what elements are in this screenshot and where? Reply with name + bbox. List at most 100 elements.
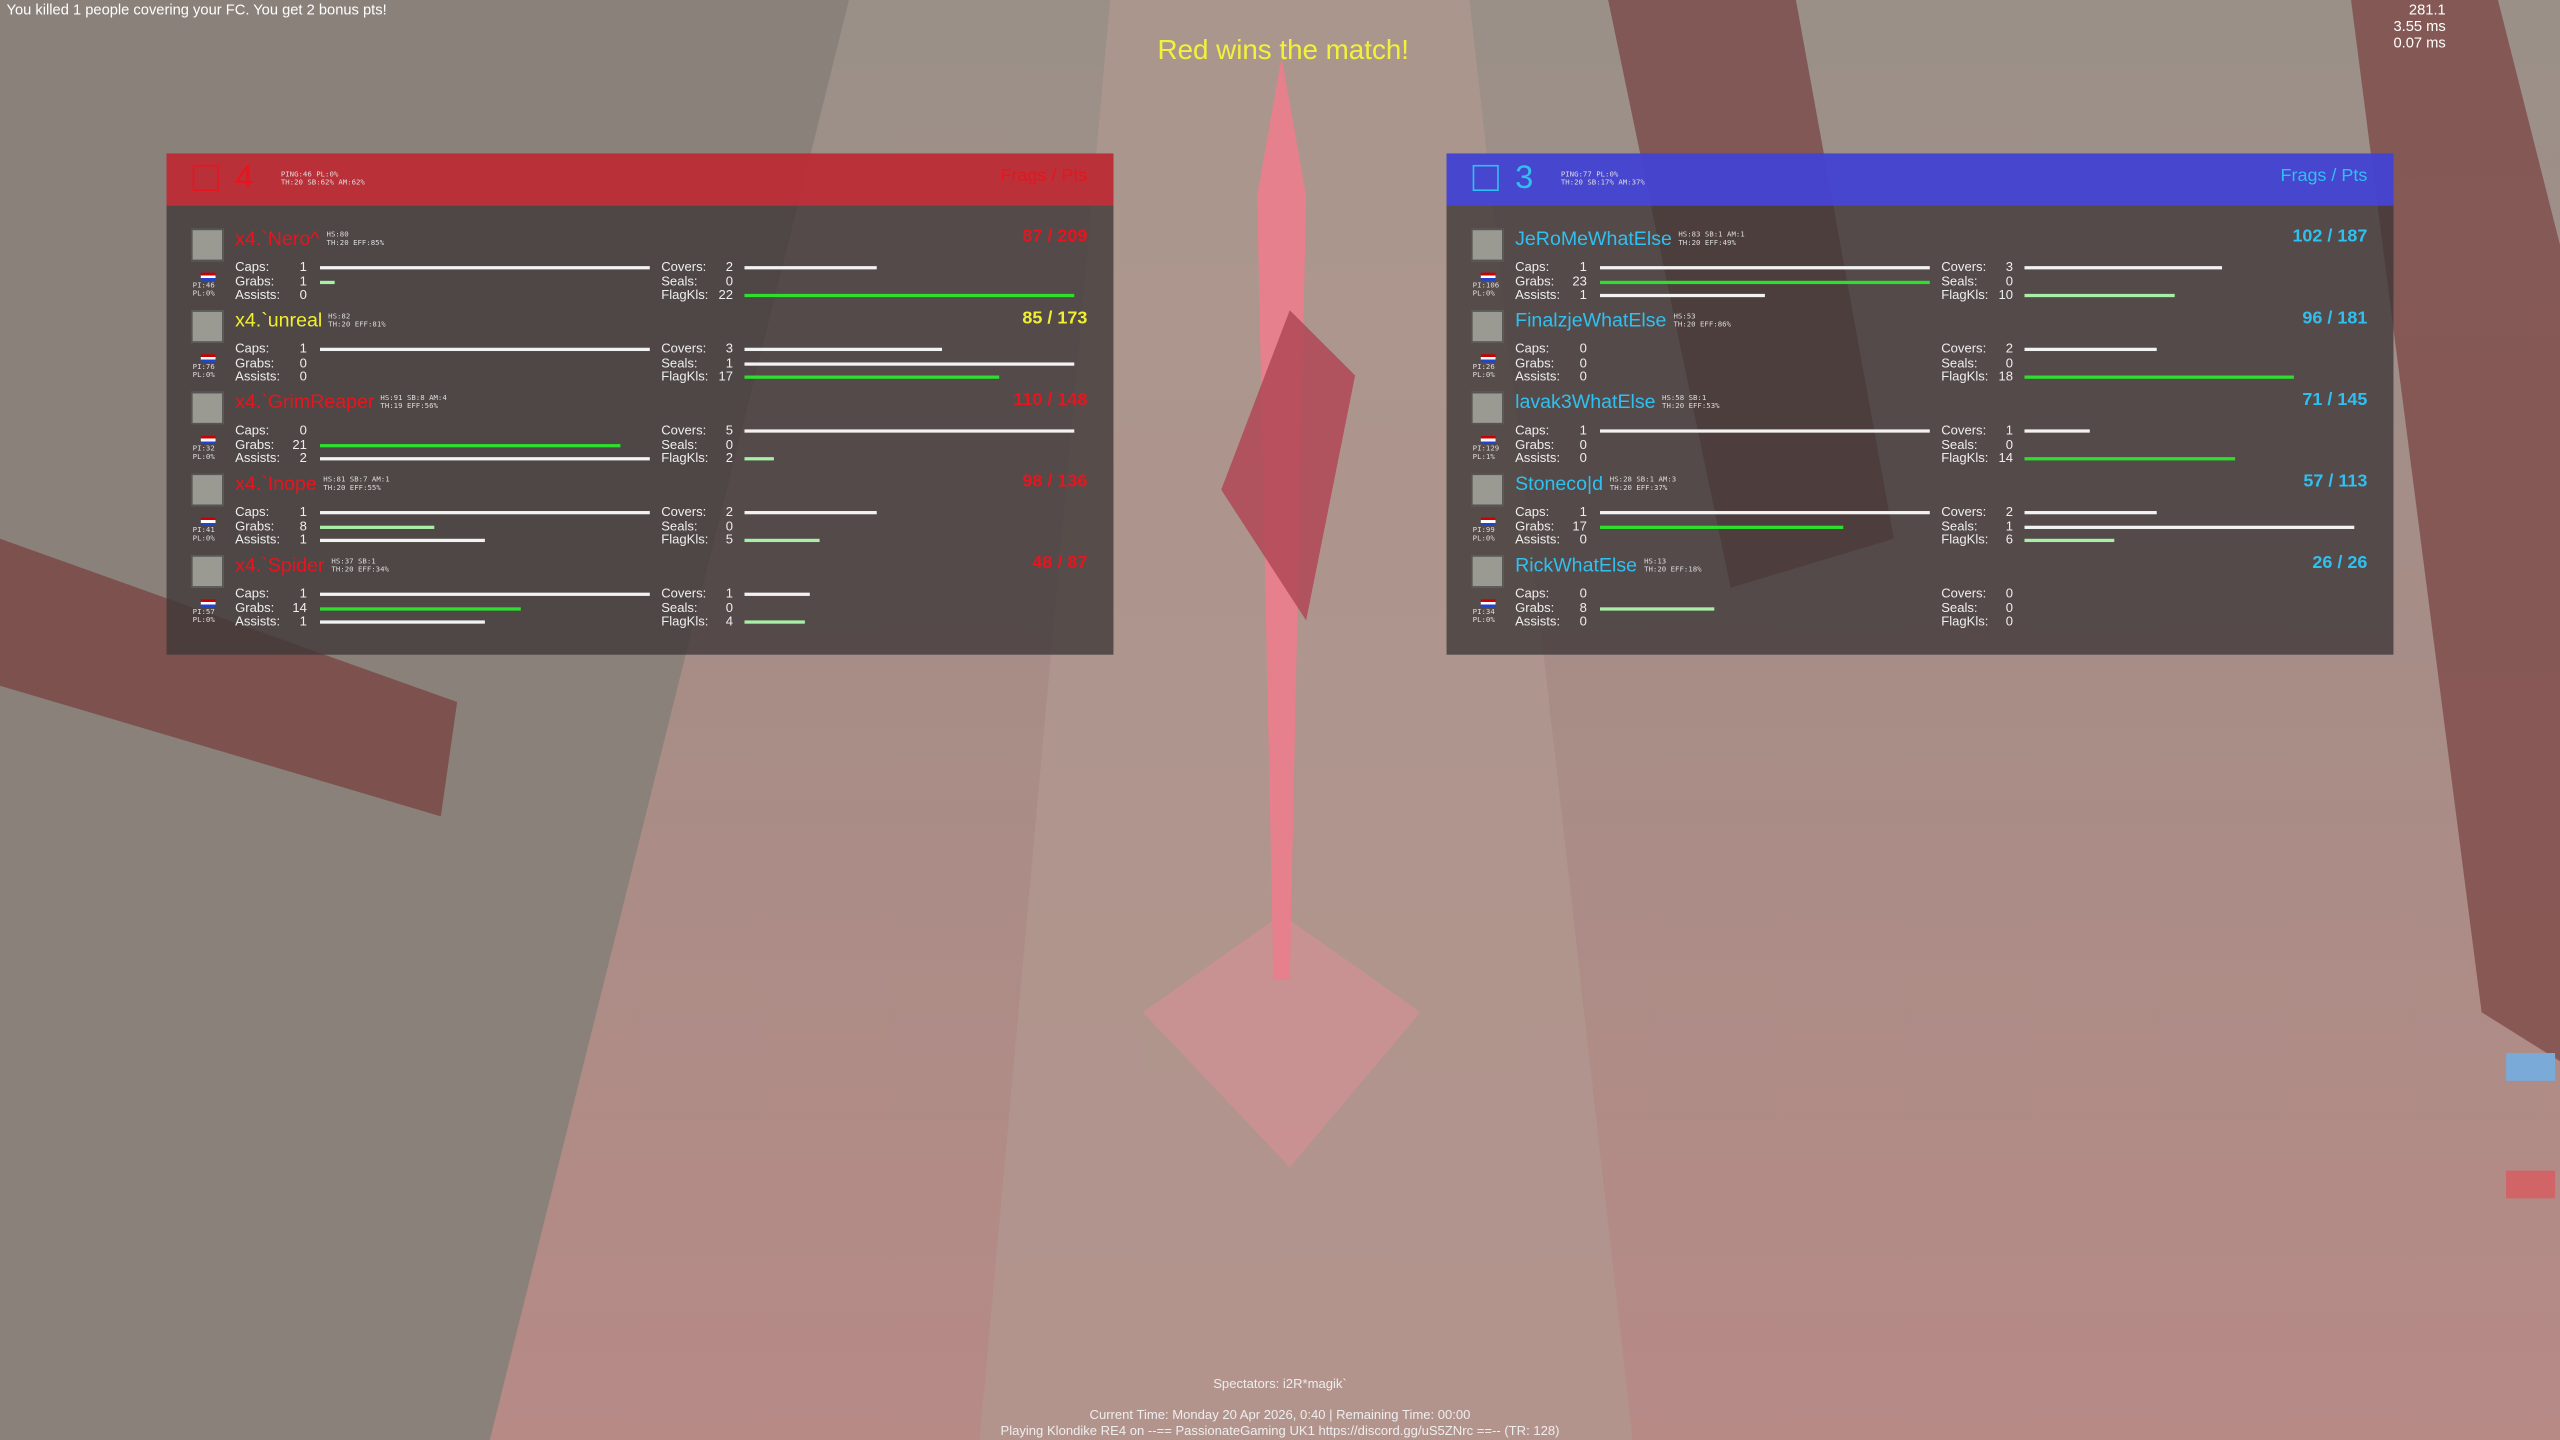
flag — [1480, 354, 1496, 363]
stat-value: 1 — [299, 341, 307, 356]
stat-bar — [2024, 347, 2157, 352]
stat-label: Covers: — [661, 341, 707, 356]
stat-label: Assists: — [1515, 368, 1561, 384]
stat-bar — [1599, 606, 1715, 610]
player-detail: TH:20 EFF:86% — [1673, 321, 1731, 330]
stat-bar — [1599, 293, 1765, 298]
stat-bar — [744, 538, 820, 543]
player-ping: PI:57 — [192, 608, 215, 618]
stat-value: 0 — [2005, 436, 2014, 452]
stat-label: Covers: — [661, 504, 707, 520]
stat-value: 1 — [299, 613, 307, 629]
stat-label: Grabs: — [235, 518, 275, 534]
player-score: 98 / 136 — [1022, 471, 1088, 492]
stat-label: Covers: — [1941, 259, 1987, 275]
stat-value: 1 — [299, 273, 307, 289]
stat-label: Caps: — [235, 341, 270, 356]
stat-bar — [319, 266, 650, 270]
team-header: 4 PING:46 PL:0% TH:20 SB:62% AM:62% Frags /… — [166, 153, 1114, 206]
team-score: 4 — [235, 159, 254, 196]
spectators: Spectators: i2R*magik` — [1213, 1376, 1347, 1392]
stat-bar — [2024, 293, 2175, 298]
stat-value: 2 — [725, 259, 734, 275]
flag — [1480, 272, 1496, 281]
player-detail: TH:19 EFF:56% — [380, 403, 438, 412]
player-loss: PL:0% — [192, 535, 215, 544]
stat-label: Grabs: — [235, 273, 275, 289]
stat-value: 1 — [725, 355, 734, 370]
stat-label: FlagKls: — [661, 532, 709, 547]
player-detail: TH:20 EFF:34% — [331, 566, 389, 575]
stat-label: FlagKls: — [661, 613, 709, 629]
stat-value: 6 — [2005, 532, 2014, 547]
stat-value: 1 — [725, 586, 734, 601]
stat-value: 0 — [1579, 586, 1587, 601]
stat-value: 4 — [725, 613, 734, 629]
player-detail: HS:80 — [326, 231, 349, 240]
stat-value: 23 — [1572, 273, 1587, 289]
player-loss: PL:0% — [1472, 290, 1495, 299]
stat-value: 1 — [299, 586, 307, 601]
stat-label: Grabs: — [1515, 436, 1555, 452]
team-info: PING:46 PL:0% — [280, 171, 339, 180]
player-detail: HS:53 — [1673, 313, 1696, 322]
stat-label: Caps: — [235, 422, 270, 438]
stat-value: 8 — [299, 518, 307, 534]
flag — [1480, 517, 1496, 526]
stat-value: 1 — [2005, 422, 2014, 438]
stat-value: 0 — [725, 273, 734, 289]
stat-value: 0 — [2005, 613, 2014, 629]
stat-value: 0 — [1579, 450, 1587, 466]
stat-bar — [319, 592, 650, 596]
player-name: FinalzjeWhatElse — [1515, 308, 1667, 332]
stat-label: Seals: — [661, 518, 698, 534]
player-loss: PL:0% — [192, 372, 215, 381]
stat-bar — [2024, 524, 2355, 529]
stat-label: Caps: — [1515, 259, 1550, 275]
stat-label: Covers: — [1941, 422, 1987, 438]
stat-value: 0 — [1579, 532, 1587, 547]
stat-label: Grabs: — [1515, 518, 1555, 534]
stat-label: Covers: — [1941, 504, 1987, 520]
avatar — [1471, 228, 1504, 262]
team-score: 3 — [1515, 159, 1534, 196]
stat-bar — [319, 511, 650, 515]
stat-value: 0 — [725, 518, 734, 534]
column-header: Frags / Pts — [1000, 166, 1088, 187]
stat-bar — [319, 524, 435, 529]
stat-bar — [2024, 375, 2295, 379]
stat-label: Assists: — [1515, 287, 1561, 303]
time-info: Current Time: Monday 20 Apr 2026, 0:40 |… — [1089, 1407, 1471, 1423]
avatar — [191, 473, 224, 507]
player-detail: TH:20 EFF:53% — [1662, 403, 1720, 412]
player-ping: PI:106 — [1472, 282, 1500, 291]
stat-label: Covers: — [661, 586, 707, 601]
player-loss: PL:1% — [1472, 453, 1495, 463]
player-score: 102 / 187 — [2292, 226, 2368, 247]
player-ping: PI:46 — [192, 282, 215, 291]
stat-label: Caps: — [235, 259, 270, 275]
player-ping: PI:76 — [192, 364, 215, 373]
flag — [200, 354, 216, 363]
player-detail: HS:13 — [1644, 558, 1667, 567]
stat-label: Seals: — [1941, 599, 1978, 615]
stat-bar — [319, 279, 335, 284]
player-score: 57 / 113 — [2303, 471, 2368, 492]
stat-label: FlagKls: — [1941, 287, 1989, 303]
stat-bar — [319, 457, 650, 461]
stat-bar — [2024, 429, 2091, 433]
team-panel: 3 PING:77 PL:0% TH:20 SB:17% AM:37% Frags /… — [1446, 153, 2394, 655]
player-detail: HS:81 SB:7 AM:1 — [323, 476, 390, 485]
stat-bar — [744, 361, 1075, 365]
player-name: x4.`GrimReaper — [235, 390, 375, 414]
stat-label: Seals: — [661, 273, 698, 289]
stat-label: Seals: — [661, 436, 698, 452]
team-header: 3 PING:77 PL:0% TH:20 SB:17% AM:37% Frags /… — [1446, 153, 2394, 206]
stat-bar — [1599, 266, 1930, 270]
stat-value: 17 — [1572, 518, 1587, 534]
player-name: lavak3WhatElse — [1515, 390, 1656, 414]
stat-value: 0 — [1579, 341, 1587, 356]
stat-label: Grabs: — [1515, 273, 1555, 289]
